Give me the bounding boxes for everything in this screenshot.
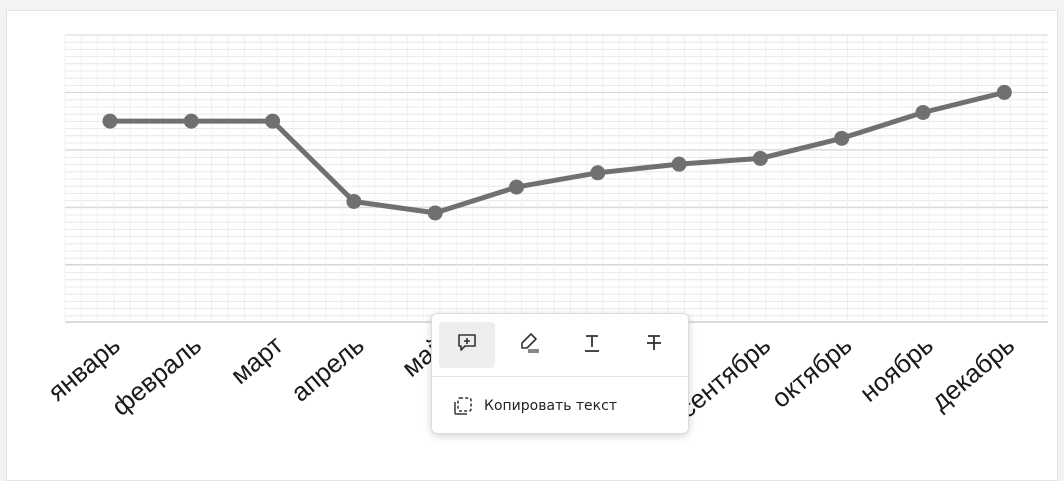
data-point-8: [671, 156, 687, 172]
add-comment-icon: [456, 332, 478, 359]
data-point-7: [590, 165, 606, 181]
data-point-3: [265, 113, 281, 129]
popup-tool-row: [432, 314, 688, 376]
data-point-12: [996, 84, 1012, 100]
strikethrough-button[interactable]: [626, 322, 682, 368]
data-point-2: [183, 113, 199, 129]
data-point-6: [509, 179, 524, 195]
data-point-11: [915, 104, 931, 120]
series-line: [107, 89, 1007, 216]
underline-icon: [581, 332, 603, 359]
x-tick-label: март: [225, 330, 289, 390]
strikethrough-icon: [643, 332, 665, 359]
copy-text-button[interactable]: Копировать текст: [440, 384, 680, 428]
data-point-5: [427, 205, 443, 221]
data-point-1: [102, 113, 118, 129]
highlight-icon: [516, 331, 542, 360]
add-comment-button[interactable]: [439, 322, 495, 368]
popup-divider: [432, 376, 688, 377]
data-point-10: [834, 130, 850, 146]
highlight-button[interactable]: [501, 322, 557, 368]
x-tick-label: декабрь: [925, 330, 1020, 417]
data-point-9: [752, 150, 768, 166]
copy-text-label: Копировать текст: [484, 398, 617, 414]
x-tick-label: ноябрь: [854, 330, 939, 408]
underline-button[interactable]: [564, 322, 620, 368]
x-tick-label: октябрь: [765, 330, 857, 414]
data-point-4: [346, 193, 362, 209]
text-selection-popup: Копировать текст: [431, 313, 689, 434]
copy-selection-icon: [452, 395, 474, 417]
chart-grid: [64, 34, 1048, 323]
series-points: [102, 84, 1012, 221]
x-tick-label: апрель: [285, 330, 370, 408]
x-tick-label: февраль: [106, 330, 207, 422]
